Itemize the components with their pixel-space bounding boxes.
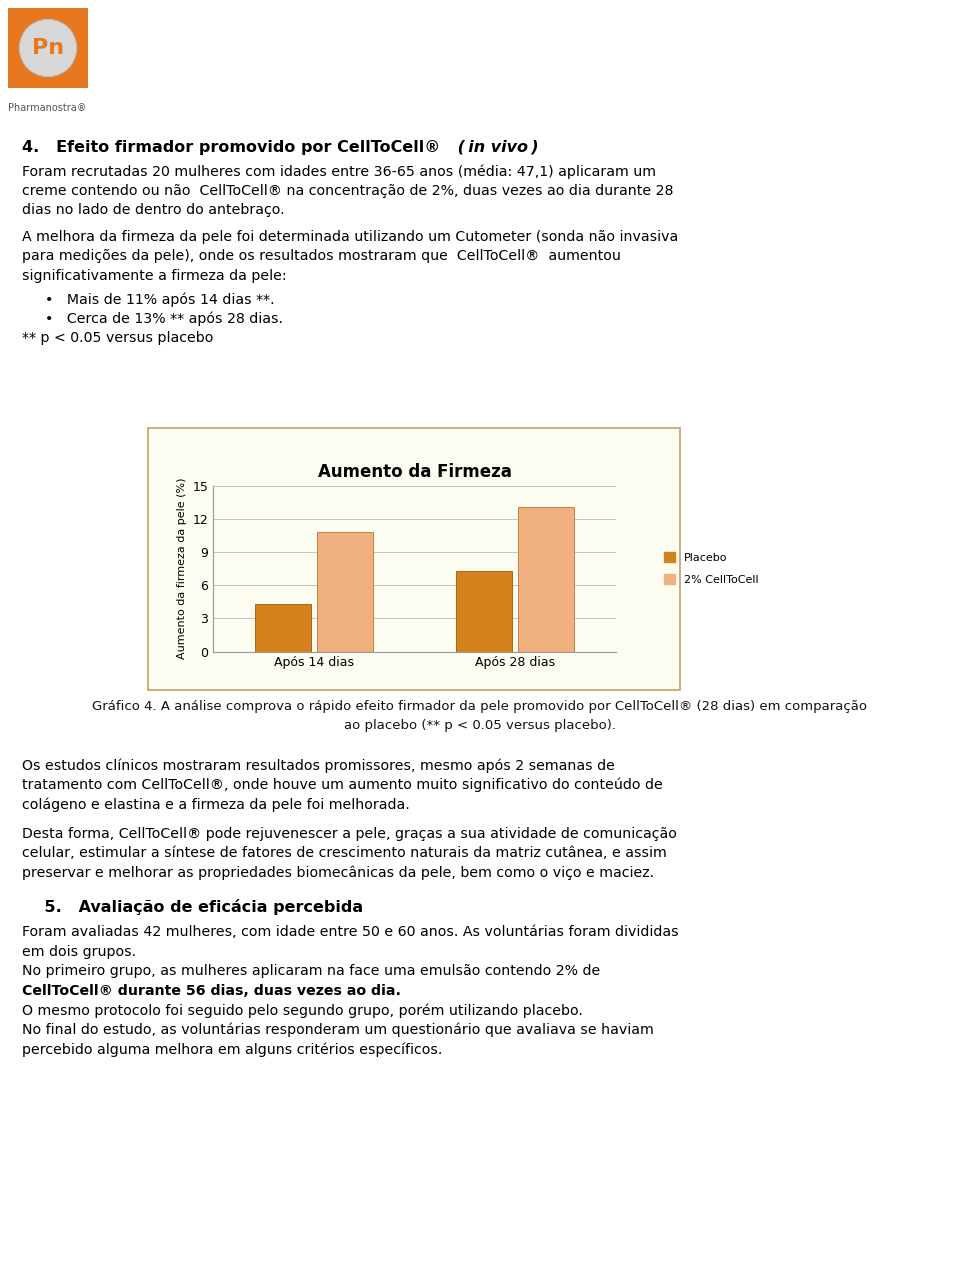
Text: tratamento com CellToCell®, onde houve um aumento muito significativo do conteúd: tratamento com CellToCell®, onde houve u… [22,778,662,793]
Text: A melhora da firmeza da pele foi determinada utilizando um Cutometer (sonda não : A melhora da firmeza da pele foi determi… [22,229,679,243]
Text: •   Cerca de 13% ** após 28 dias.: • Cerca de 13% ** após 28 dias. [45,311,283,327]
Bar [456,571,513,652]
Text: colágeno e elastina e a firmeza da pele foi melhorada.: colágeno e elastina e a firmeza da pele … [22,798,410,812]
Text: significativamente a firmeza da pele:: significativamente a firmeza da pele: [22,269,287,283]
Text: preservar e melhorar as propriedades biomecânicas da pele, bem como o viço e mac: preservar e melhorar as propriedades bio… [22,866,654,880]
Text: Desta forma, CellToCell® pode rejuvenescer a pele, graças a sua atividade de com: Desta forma, CellToCell® pode rejuvenesc… [22,826,677,840]
Y-axis label: Aumento da firmeza da pele (%): Aumento da firmeza da pele (%) [177,478,187,660]
Text: •   Mais de 11% após 14 dias **.: • Mais de 11% após 14 dias **. [45,292,275,306]
Text: Os estudos clínicos mostraram resultados promissores, mesmo após 2 semanas de: Os estudos clínicos mostraram resultados… [22,758,614,772]
Ellipse shape [19,19,77,77]
Text: Foram recrutadas 20 mulheres com idades entre 36-65 anos (média: 47,1) aplicaram: Foram recrutadas 20 mulheres com idades … [22,164,656,179]
Text: dias no lado de dentro do antebraço.: dias no lado de dentro do antebraço. [22,204,284,218]
Bar [8,8,88,88]
Text: ( in vivo ): ( in vivo ) [452,140,539,155]
Text: Pharmanostra®: Pharmanostra® [8,104,86,114]
Bar [517,507,574,652]
Text: ** p < 0.05 versus placebo: ** p < 0.05 versus placebo [22,330,213,345]
Text: No final do estudo, as voluntárias responderam um questionário que avaliava se h: No final do estudo, as voluntárias respo… [22,1022,654,1038]
Text: 4.   Efeito firmador promovido por CellToCell®: 4. Efeito firmador promovido por CellToC… [22,140,441,155]
Text: celular, estimular a síntese de fatores de crescimento naturais da matriz cutâne: celular, estimular a síntese de fatores … [22,847,667,861]
Text: em dois grupos.: em dois grupos. [22,944,136,958]
Text: 5.   Avaliação de eficácia percebida: 5. Avaliação de eficácia percebida [22,899,363,915]
Text: Foram avaliadas 42 mulheres, com idade entre 50 e 60 anos. As voluntárias foram : Foram avaliadas 42 mulheres, com idade e… [22,925,679,939]
Bar [148,428,680,690]
Bar [317,532,373,652]
Text: O mesmo protocolo foi seguido pelo segundo grupo, porém utilizando placebo.: O mesmo protocolo foi seguido pelo segun… [22,1003,583,1017]
Text: ao placebo (** p < 0.05 versus placebo).: ao placebo (** p < 0.05 versus placebo). [344,720,616,733]
Text: Pn: Pn [32,38,64,58]
Legend: Placebo, 2% CellToCell: Placebo, 2% CellToCell [660,548,763,589]
Bar [254,605,311,652]
Text: Gráfico 4. A análise comprova o rápido efeito firmador da pele promovido por Cel: Gráfico 4. A análise comprova o rápido e… [92,699,868,714]
Text: para medições da pele), onde os resultados mostraram que  CellToCell®  aumentou: para medições da pele), onde os resultad… [22,250,621,263]
Text: creme contendo ou não  CellToCell® na concentração de 2%, duas vezes ao dia dura: creme contendo ou não CellToCell® na con… [22,184,673,197]
Text: No primeiro grupo, as mulheres aplicaram na face uma emulsão contendo 2% de: No primeiro grupo, as mulheres aplicaram… [22,965,600,979]
Title: Aumento da Firmeza: Aumento da Firmeza [318,464,512,482]
Text: percebido alguma melhora em alguns critérios específicos.: percebido alguma melhora em alguns crité… [22,1043,443,1057]
Text: CellToCell® durante 56 dias, duas vezes ao dia.: CellToCell® durante 56 dias, duas vezes … [22,984,401,998]
